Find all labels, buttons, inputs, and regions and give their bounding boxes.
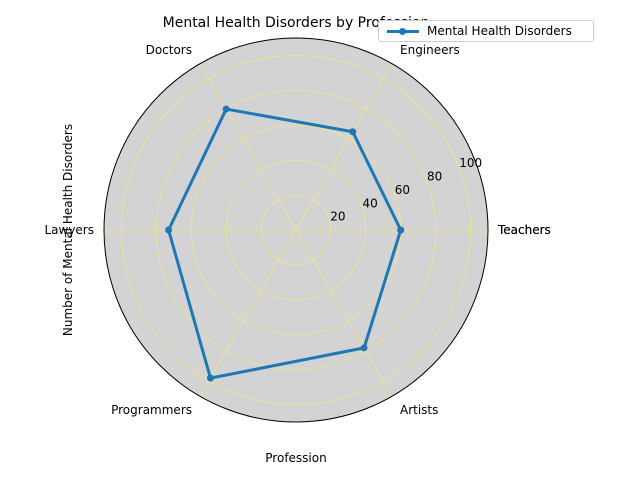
radial-tick-labels: 20 40 60 80 100 <box>330 156 482 223</box>
legend: Mental Health Disorders <box>378 20 594 42</box>
category-label: Programmers <box>111 403 192 417</box>
data-point <box>206 374 214 382</box>
grid-spoke <box>199 229 297 397</box>
radial-tick-label: 80 <box>427 170 442 184</box>
radial-tick-label: 100 <box>459 156 482 170</box>
data-point <box>165 226 173 234</box>
category-label: Engineers <box>400 43 460 57</box>
grid <box>104 55 488 405</box>
category-label: Artists <box>400 403 438 417</box>
category-label: Teachers <box>497 223 551 237</box>
y-axis-label: Number of Mental Health Disorders <box>61 124 75 336</box>
radial-tick-label: 40 <box>363 196 378 210</box>
category-label: Doctors <box>146 43 192 57</box>
chart-title: Mental Health Disorders by Profession <box>163 15 430 31</box>
grid-spoke <box>295 229 393 397</box>
data-point <box>349 128 357 136</box>
legend-line-marker <box>387 25 419 37</box>
polar-border <box>103 37 489 423</box>
data-point <box>222 105 230 113</box>
category-labels: Teachers Engineers Doctors Lawyers Programme… <box>44 43 550 417</box>
series-layer <box>165 105 405 382</box>
grid-spoke <box>199 63 297 231</box>
radial-tick-label: 60 <box>395 183 410 197</box>
data-point <box>360 344 368 352</box>
legend-label: Mental Health Disorders <box>427 24 572 38</box>
x-axis-label: Profession <box>265 451 326 465</box>
grid-spoke <box>295 63 393 231</box>
category-label: Lawyers <box>44 223 94 237</box>
data-point <box>397 226 405 234</box>
radial-tick-label: 20 <box>330 210 345 224</box>
category-label: Teachers <box>497 223 551 237</box>
